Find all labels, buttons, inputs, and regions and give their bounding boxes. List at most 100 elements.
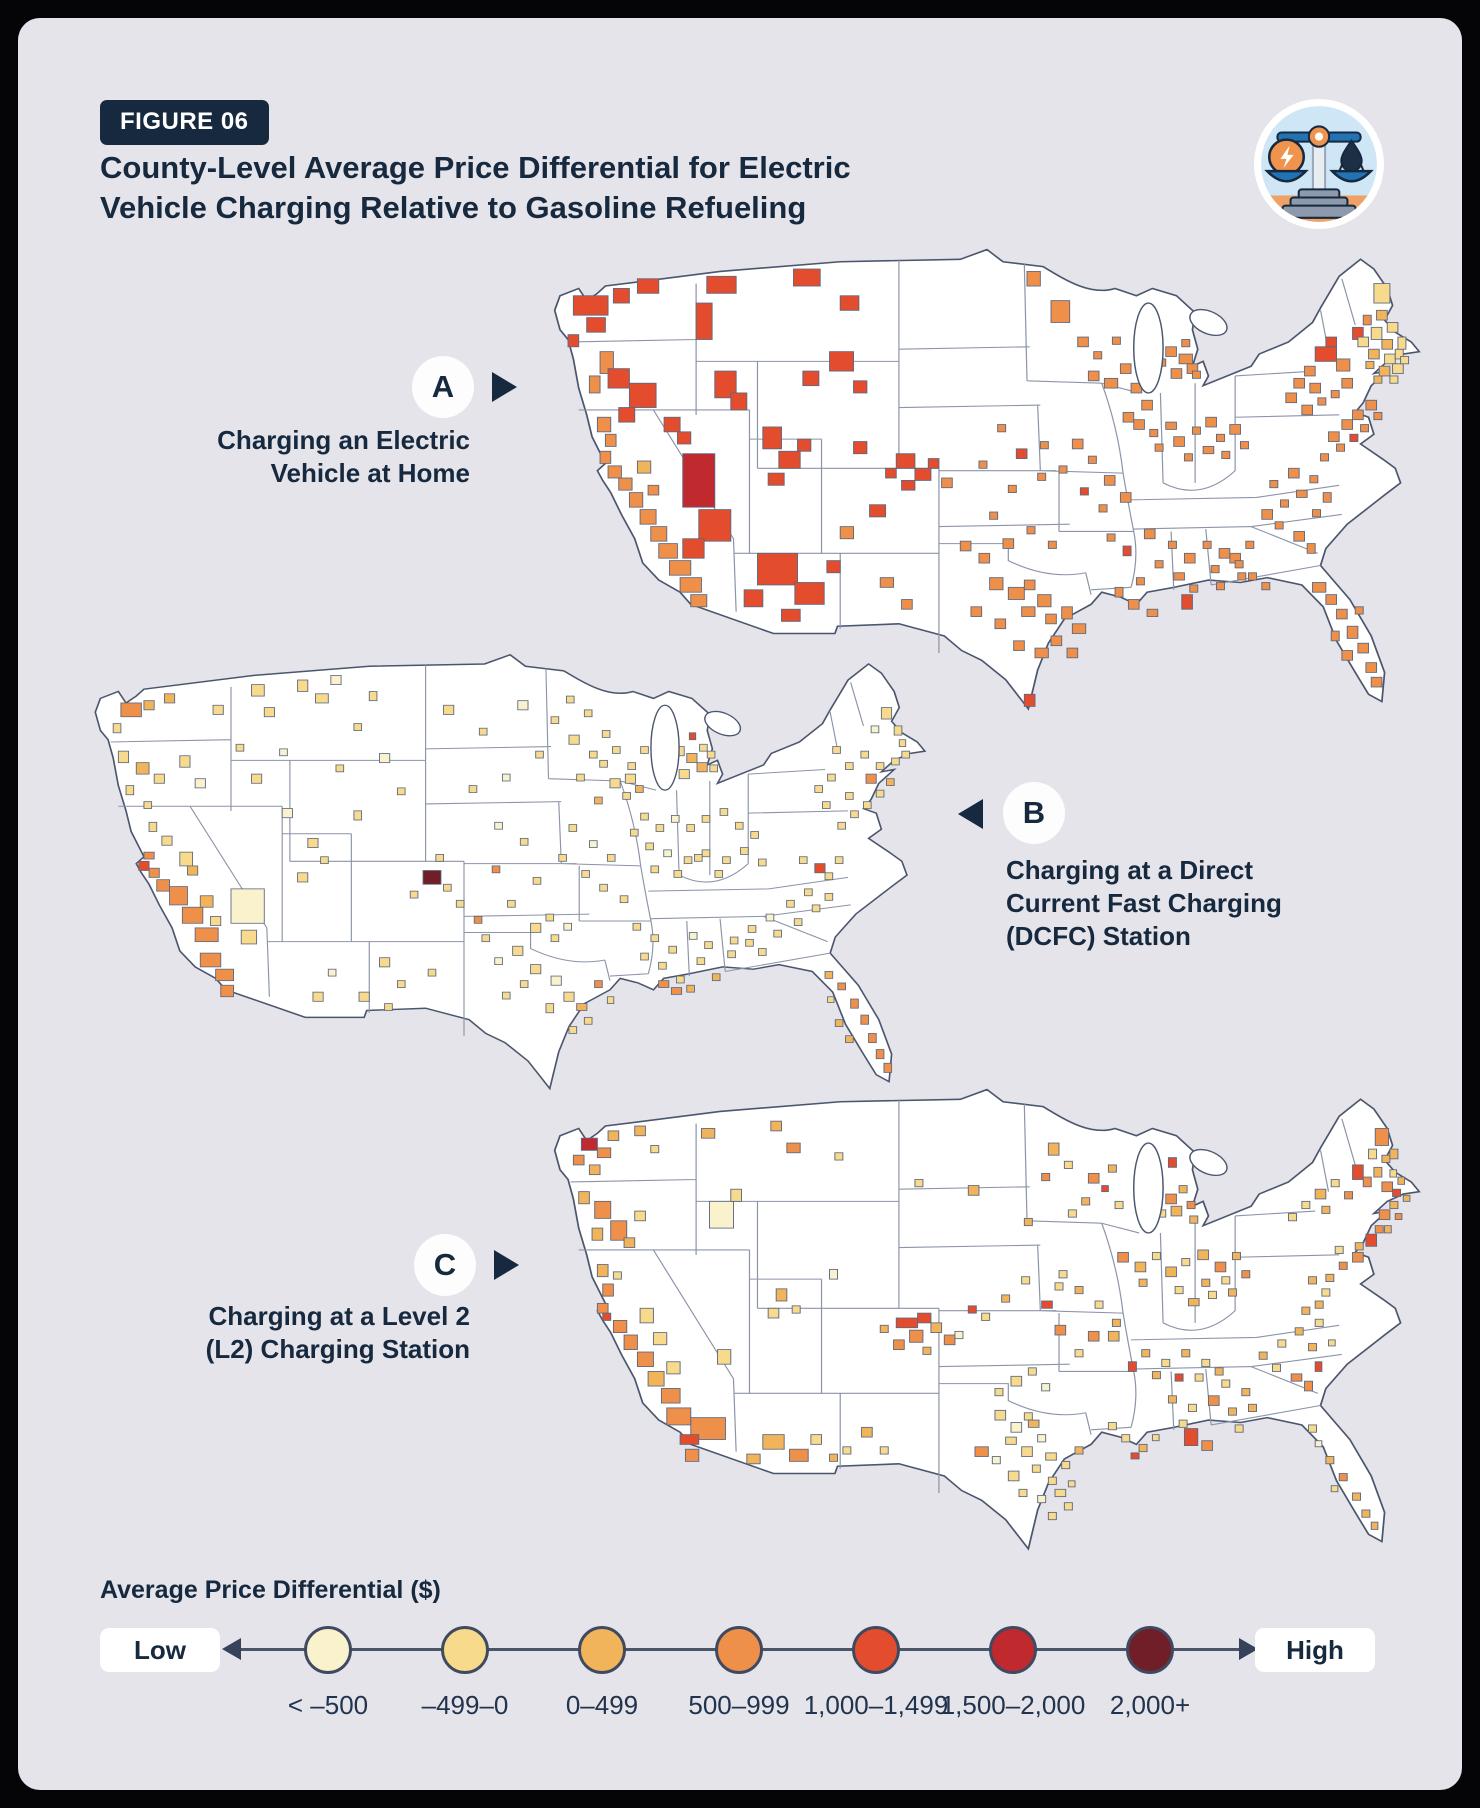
county-cell — [839, 295, 860, 311]
county-cell — [568, 734, 580, 745]
county-cell — [989, 577, 1004, 591]
county-cell — [1031, 1464, 1041, 1473]
county-cell — [1013, 640, 1025, 651]
county-cell — [716, 1349, 732, 1365]
county-cell — [670, 815, 680, 823]
county-cell — [1058, 465, 1068, 474]
county-cell — [609, 778, 621, 789]
county-cell — [1041, 1172, 1051, 1182]
county-cell — [583, 1016, 593, 1025]
county-cell — [161, 835, 173, 846]
county-cell — [1308, 1424, 1317, 1433]
county-cell — [1167, 1157, 1177, 1168]
county-cell — [997, 424, 1007, 433]
county-cell — [635, 785, 644, 793]
county-cell — [1149, 428, 1159, 438]
county-cell — [550, 975, 562, 986]
county-cell — [850, 998, 859, 1009]
county-cell — [829, 1268, 839, 1280]
county-cell — [1178, 1419, 1188, 1428]
county-cell — [312, 991, 324, 1002]
county-cell — [624, 773, 637, 784]
legend-label-4: 500–999 — [688, 1690, 790, 1720]
legend-swatch-1 — [304, 1626, 352, 1674]
county-cell — [307, 837, 319, 848]
county-cell — [875, 789, 885, 798]
county-cell — [1037, 1434, 1047, 1443]
county-cell — [663, 849, 672, 858]
county-cell — [745, 938, 754, 947]
county-cell — [706, 275, 737, 294]
legend-label-1: < –500 — [287, 1690, 369, 1720]
county-cell — [1240, 441, 1249, 450]
map-a-letter-badge: A — [412, 356, 474, 418]
county-cell — [793, 918, 803, 926]
county-cell — [1365, 360, 1375, 370]
county-cell — [591, 1227, 604, 1241]
county-cell — [596, 416, 612, 433]
county-cell — [683, 856, 693, 865]
county-cell — [478, 727, 488, 736]
county-cell — [886, 778, 895, 786]
county-cell — [1248, 572, 1257, 581]
county-cell — [901, 750, 910, 759]
legend-arrow-left-icon — [222, 1638, 241, 1660]
county-cell — [596, 1302, 609, 1314]
county-cell — [668, 560, 692, 576]
county-cell — [1370, 326, 1383, 340]
county-cell — [1237, 572, 1247, 581]
county-cell — [494, 821, 503, 830]
map-charging-at-home — [553, 248, 1421, 711]
county-cell — [837, 821, 846, 830]
county-cell — [714, 870, 724, 878]
county-cell — [879, 1446, 889, 1455]
county-cell — [880, 707, 893, 720]
county-cell — [143, 801, 153, 809]
county-cell — [1234, 1424, 1244, 1433]
county-cell — [747, 925, 757, 933]
county-cell — [120, 702, 142, 718]
state-boundaries — [110, 663, 865, 1036]
county-cell — [1141, 399, 1153, 411]
county-cell — [1138, 1443, 1148, 1453]
county-cell — [1114, 586, 1124, 598]
map-a-caption: Charging an Electric Vehicle at Home — [150, 424, 470, 490]
lake-michigan — [1133, 302, 1164, 394]
county-cell — [550, 716, 560, 725]
county-cell — [1325, 1456, 1335, 1465]
county-cell — [1066, 647, 1079, 659]
county-cell — [1107, 1164, 1117, 1173]
county-cell — [1047, 1511, 1057, 1521]
county-cell — [879, 1324, 889, 1334]
county-cell — [443, 704, 455, 715]
county-cell — [658, 961, 667, 970]
county-cell — [1368, 348, 1380, 360]
county-cell — [679, 1434, 700, 1445]
county-cell — [1007, 1470, 1020, 1482]
county-cell — [1189, 1215, 1199, 1224]
county-cell — [1346, 625, 1359, 639]
county-cell — [719, 808, 729, 816]
county-cell — [694, 854, 703, 862]
county-cell — [532, 876, 542, 885]
county-cell — [862, 801, 872, 809]
county-cell — [1207, 1395, 1220, 1406]
county-cell — [1312, 509, 1321, 518]
map-c-arrow-icon — [494, 1250, 519, 1280]
county-cell — [519, 837, 529, 846]
county-cell — [1365, 662, 1378, 673]
county-cell — [568, 1026, 578, 1034]
legend-swatch-5 — [852, 1626, 900, 1674]
county-cell — [1325, 336, 1338, 348]
county-cell — [1094, 1300, 1104, 1309]
county-cell — [679, 577, 702, 593]
county-cell — [583, 709, 593, 718]
county-cell — [1010, 1375, 1023, 1387]
map-c-letter-badge: C — [414, 1234, 476, 1296]
county-cell — [320, 856, 329, 865]
county-cell — [824, 872, 834, 881]
county-cell — [1047, 1476, 1057, 1485]
county-cell — [824, 971, 834, 979]
county-cell — [1304, 365, 1316, 377]
county-cell — [786, 899, 795, 908]
